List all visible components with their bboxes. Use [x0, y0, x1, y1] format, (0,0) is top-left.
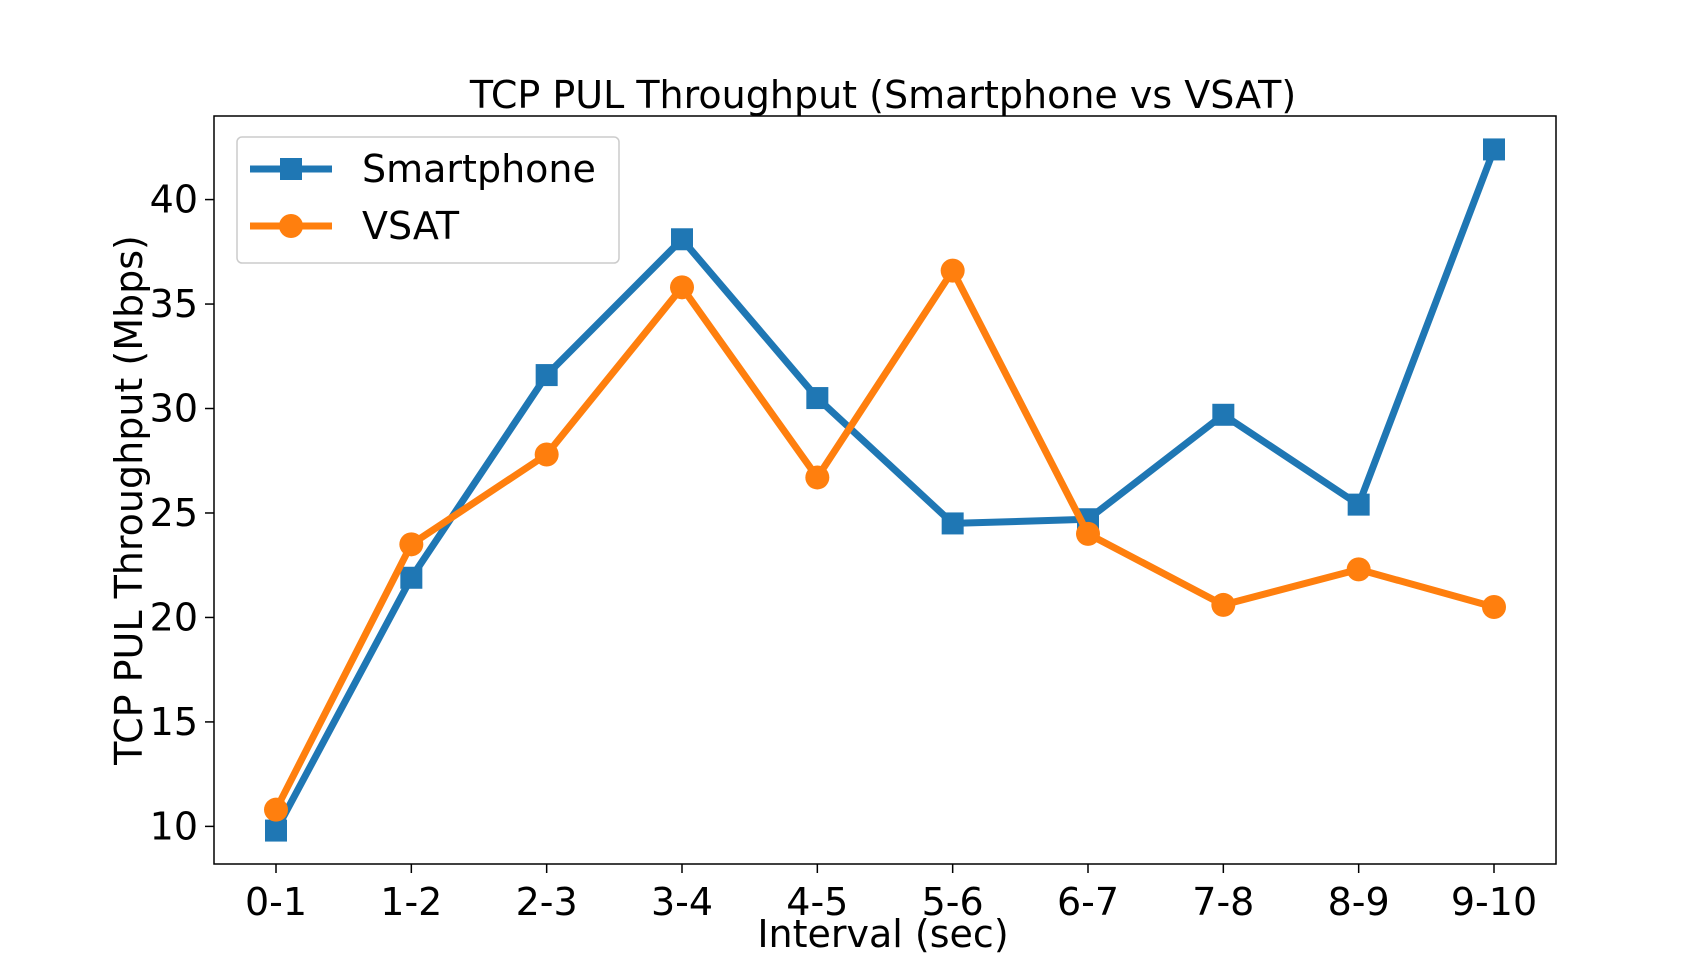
y-tick-label: 15 [150, 700, 198, 744]
y-axis: 10 15 20 25 30 35 40 [150, 178, 214, 848]
x-axis: 0-1 1-2 2-3 3-4 4-5 5-6 6-7 7-8 8-9 9-10 [245, 864, 1537, 924]
x-tick-label: 1-2 [380, 880, 442, 924]
y-tick-label: 35 [150, 282, 198, 326]
y-tick-label: 20 [150, 595, 198, 639]
data-point-vsat [805, 465, 830, 490]
data-point-smartphone [265, 819, 287, 842]
data-point-vsat [534, 442, 559, 467]
series-line-vsat [272, 267, 1498, 814]
x-tick-label: 3-4 [651, 880, 713, 924]
legend-box [236, 136, 620, 264]
data-point-smartphone [671, 228, 693, 251]
data-point-smartphone [1212, 403, 1235, 426]
legend-label-smartphone: Smartphone [362, 147, 596, 191]
x-axis-label: Interval (sec) [757, 912, 1008, 956]
x-tick-label: 0-1 [245, 880, 307, 924]
x-tick-label: 7-8 [1192, 880, 1254, 924]
y-tick-label: 40 [150, 178, 198, 222]
x-tick-label: 9-10 [1451, 880, 1537, 924]
y-tick-label: 25 [150, 491, 198, 535]
data-point-vsat [940, 258, 965, 283]
legend-label-vsat: VSAT [362, 204, 460, 248]
data-point-smartphone [806, 387, 829, 410]
data-point-smartphone [1483, 138, 1505, 161]
legend: Smartphone VSAT [236, 136, 620, 264]
legend-marker-smartphone [280, 158, 302, 180]
data-point-vsat [1346, 557, 1371, 582]
plot-frame [213, 115, 1557, 865]
y-tick-label: 30 [150, 387, 198, 431]
chart-title: TCP PUL Throughput (Smartphone vs VSAT) [469, 73, 1296, 117]
x-tick-label: 4-5 [786, 880, 848, 924]
data-point-vsat [1076, 521, 1100, 546]
data-point-smartphone [941, 512, 964, 535]
data-point-vsat [1482, 595, 1506, 620]
x-tick-label: 6-7 [1057, 880, 1119, 924]
x-tick-label: 2-3 [516, 880, 578, 924]
data-point-vsat [399, 532, 424, 557]
x-tick-label: 8-9 [1328, 880, 1390, 924]
y-axis-label: TCP PUL Throughput (Mbps) [107, 235, 151, 766]
data-point-smartphone [535, 364, 558, 387]
data-point-smartphone [1347, 493, 1370, 516]
legend-marker-vsat [279, 214, 303, 238]
data-point-vsat [1211, 592, 1236, 617]
data-point-vsat [264, 797, 288, 822]
series-line-smartphone [272, 145, 1498, 835]
plot-area [213, 115, 1557, 865]
series-group [264, 138, 1506, 842]
data-point-vsat [670, 275, 694, 300]
x-tick-label: 5-6 [922, 880, 984, 924]
y-tick-label: 10 [150, 804, 198, 848]
data-point-smartphone [400, 566, 423, 589]
